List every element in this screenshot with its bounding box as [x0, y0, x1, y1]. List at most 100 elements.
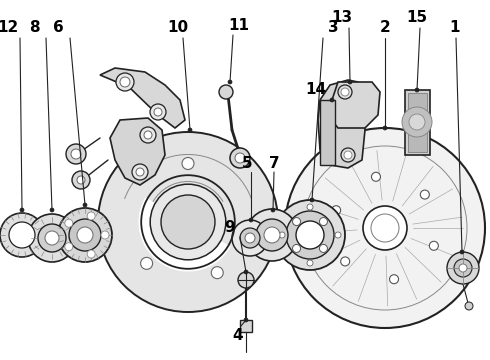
Circle shape	[71, 149, 81, 159]
Circle shape	[154, 108, 162, 116]
Circle shape	[371, 172, 380, 181]
Circle shape	[293, 217, 300, 226]
Polygon shape	[240, 320, 252, 332]
Circle shape	[211, 267, 223, 279]
Polygon shape	[110, 118, 165, 185]
Circle shape	[182, 158, 194, 170]
Circle shape	[38, 224, 66, 252]
Circle shape	[244, 318, 248, 322]
Polygon shape	[330, 82, 380, 128]
Circle shape	[72, 171, 90, 189]
Circle shape	[409, 114, 425, 130]
Text: 13: 13	[331, 10, 353, 26]
Circle shape	[279, 232, 285, 238]
Circle shape	[256, 219, 288, 251]
Circle shape	[246, 209, 298, 261]
Circle shape	[232, 220, 268, 256]
Circle shape	[240, 228, 260, 248]
Circle shape	[65, 243, 73, 251]
Circle shape	[264, 227, 280, 243]
Circle shape	[271, 208, 275, 212]
Text: 5: 5	[242, 156, 252, 171]
Circle shape	[159, 193, 217, 251]
Polygon shape	[320, 100, 335, 165]
Circle shape	[20, 208, 24, 212]
Circle shape	[83, 203, 87, 207]
Circle shape	[58, 208, 112, 262]
Circle shape	[245, 233, 255, 243]
Text: 12: 12	[0, 21, 19, 36]
Circle shape	[161, 195, 215, 249]
Polygon shape	[100, 68, 185, 128]
Circle shape	[249, 218, 253, 222]
Circle shape	[286, 211, 334, 259]
Text: 14: 14	[305, 82, 326, 98]
Circle shape	[285, 128, 485, 328]
Circle shape	[319, 217, 327, 226]
Circle shape	[87, 250, 95, 258]
Text: 15: 15	[406, 10, 428, 26]
Text: 7: 7	[269, 156, 279, 171]
Circle shape	[348, 80, 352, 84]
Circle shape	[65, 219, 73, 227]
Circle shape	[447, 252, 479, 284]
Circle shape	[101, 231, 109, 239]
Text: 4: 4	[233, 328, 244, 343]
Circle shape	[69, 219, 101, 251]
Circle shape	[420, 190, 429, 199]
Circle shape	[341, 88, 349, 96]
Circle shape	[307, 204, 313, 210]
Circle shape	[465, 302, 473, 310]
Circle shape	[460, 250, 464, 254]
Circle shape	[275, 200, 345, 270]
Circle shape	[307, 260, 313, 266]
Circle shape	[136, 168, 144, 176]
Circle shape	[296, 221, 324, 249]
Circle shape	[459, 264, 467, 272]
Circle shape	[87, 212, 95, 220]
Circle shape	[332, 206, 341, 215]
Text: 8: 8	[29, 21, 39, 36]
Circle shape	[402, 107, 432, 137]
Circle shape	[116, 73, 134, 91]
Circle shape	[310, 198, 314, 202]
Circle shape	[98, 132, 278, 312]
Circle shape	[77, 227, 93, 243]
Circle shape	[293, 244, 300, 252]
Circle shape	[338, 85, 352, 99]
Circle shape	[219, 85, 233, 99]
Circle shape	[363, 206, 407, 250]
Circle shape	[335, 232, 341, 238]
Circle shape	[120, 77, 130, 87]
Circle shape	[415, 88, 419, 92]
Polygon shape	[405, 90, 430, 155]
Circle shape	[66, 144, 86, 164]
Text: 9: 9	[225, 220, 235, 235]
Text: 10: 10	[168, 21, 189, 36]
Circle shape	[132, 164, 148, 180]
Circle shape	[319, 244, 327, 252]
Circle shape	[9, 222, 35, 248]
Circle shape	[141, 257, 152, 269]
Circle shape	[341, 257, 350, 266]
Circle shape	[454, 259, 472, 277]
Polygon shape	[318, 80, 365, 168]
Circle shape	[172, 206, 204, 238]
Circle shape	[50, 208, 54, 212]
Circle shape	[150, 184, 226, 260]
Circle shape	[238, 272, 254, 288]
Circle shape	[144, 131, 152, 139]
Polygon shape	[139, 197, 231, 271]
Circle shape	[344, 151, 352, 159]
Circle shape	[230, 148, 250, 168]
Circle shape	[188, 128, 192, 132]
Text: 3: 3	[328, 21, 338, 36]
Circle shape	[150, 104, 166, 120]
Circle shape	[77, 176, 85, 184]
Circle shape	[0, 213, 44, 257]
Circle shape	[390, 275, 398, 284]
Circle shape	[140, 127, 156, 143]
Circle shape	[45, 231, 59, 245]
Circle shape	[330, 98, 334, 102]
Circle shape	[235, 153, 245, 163]
